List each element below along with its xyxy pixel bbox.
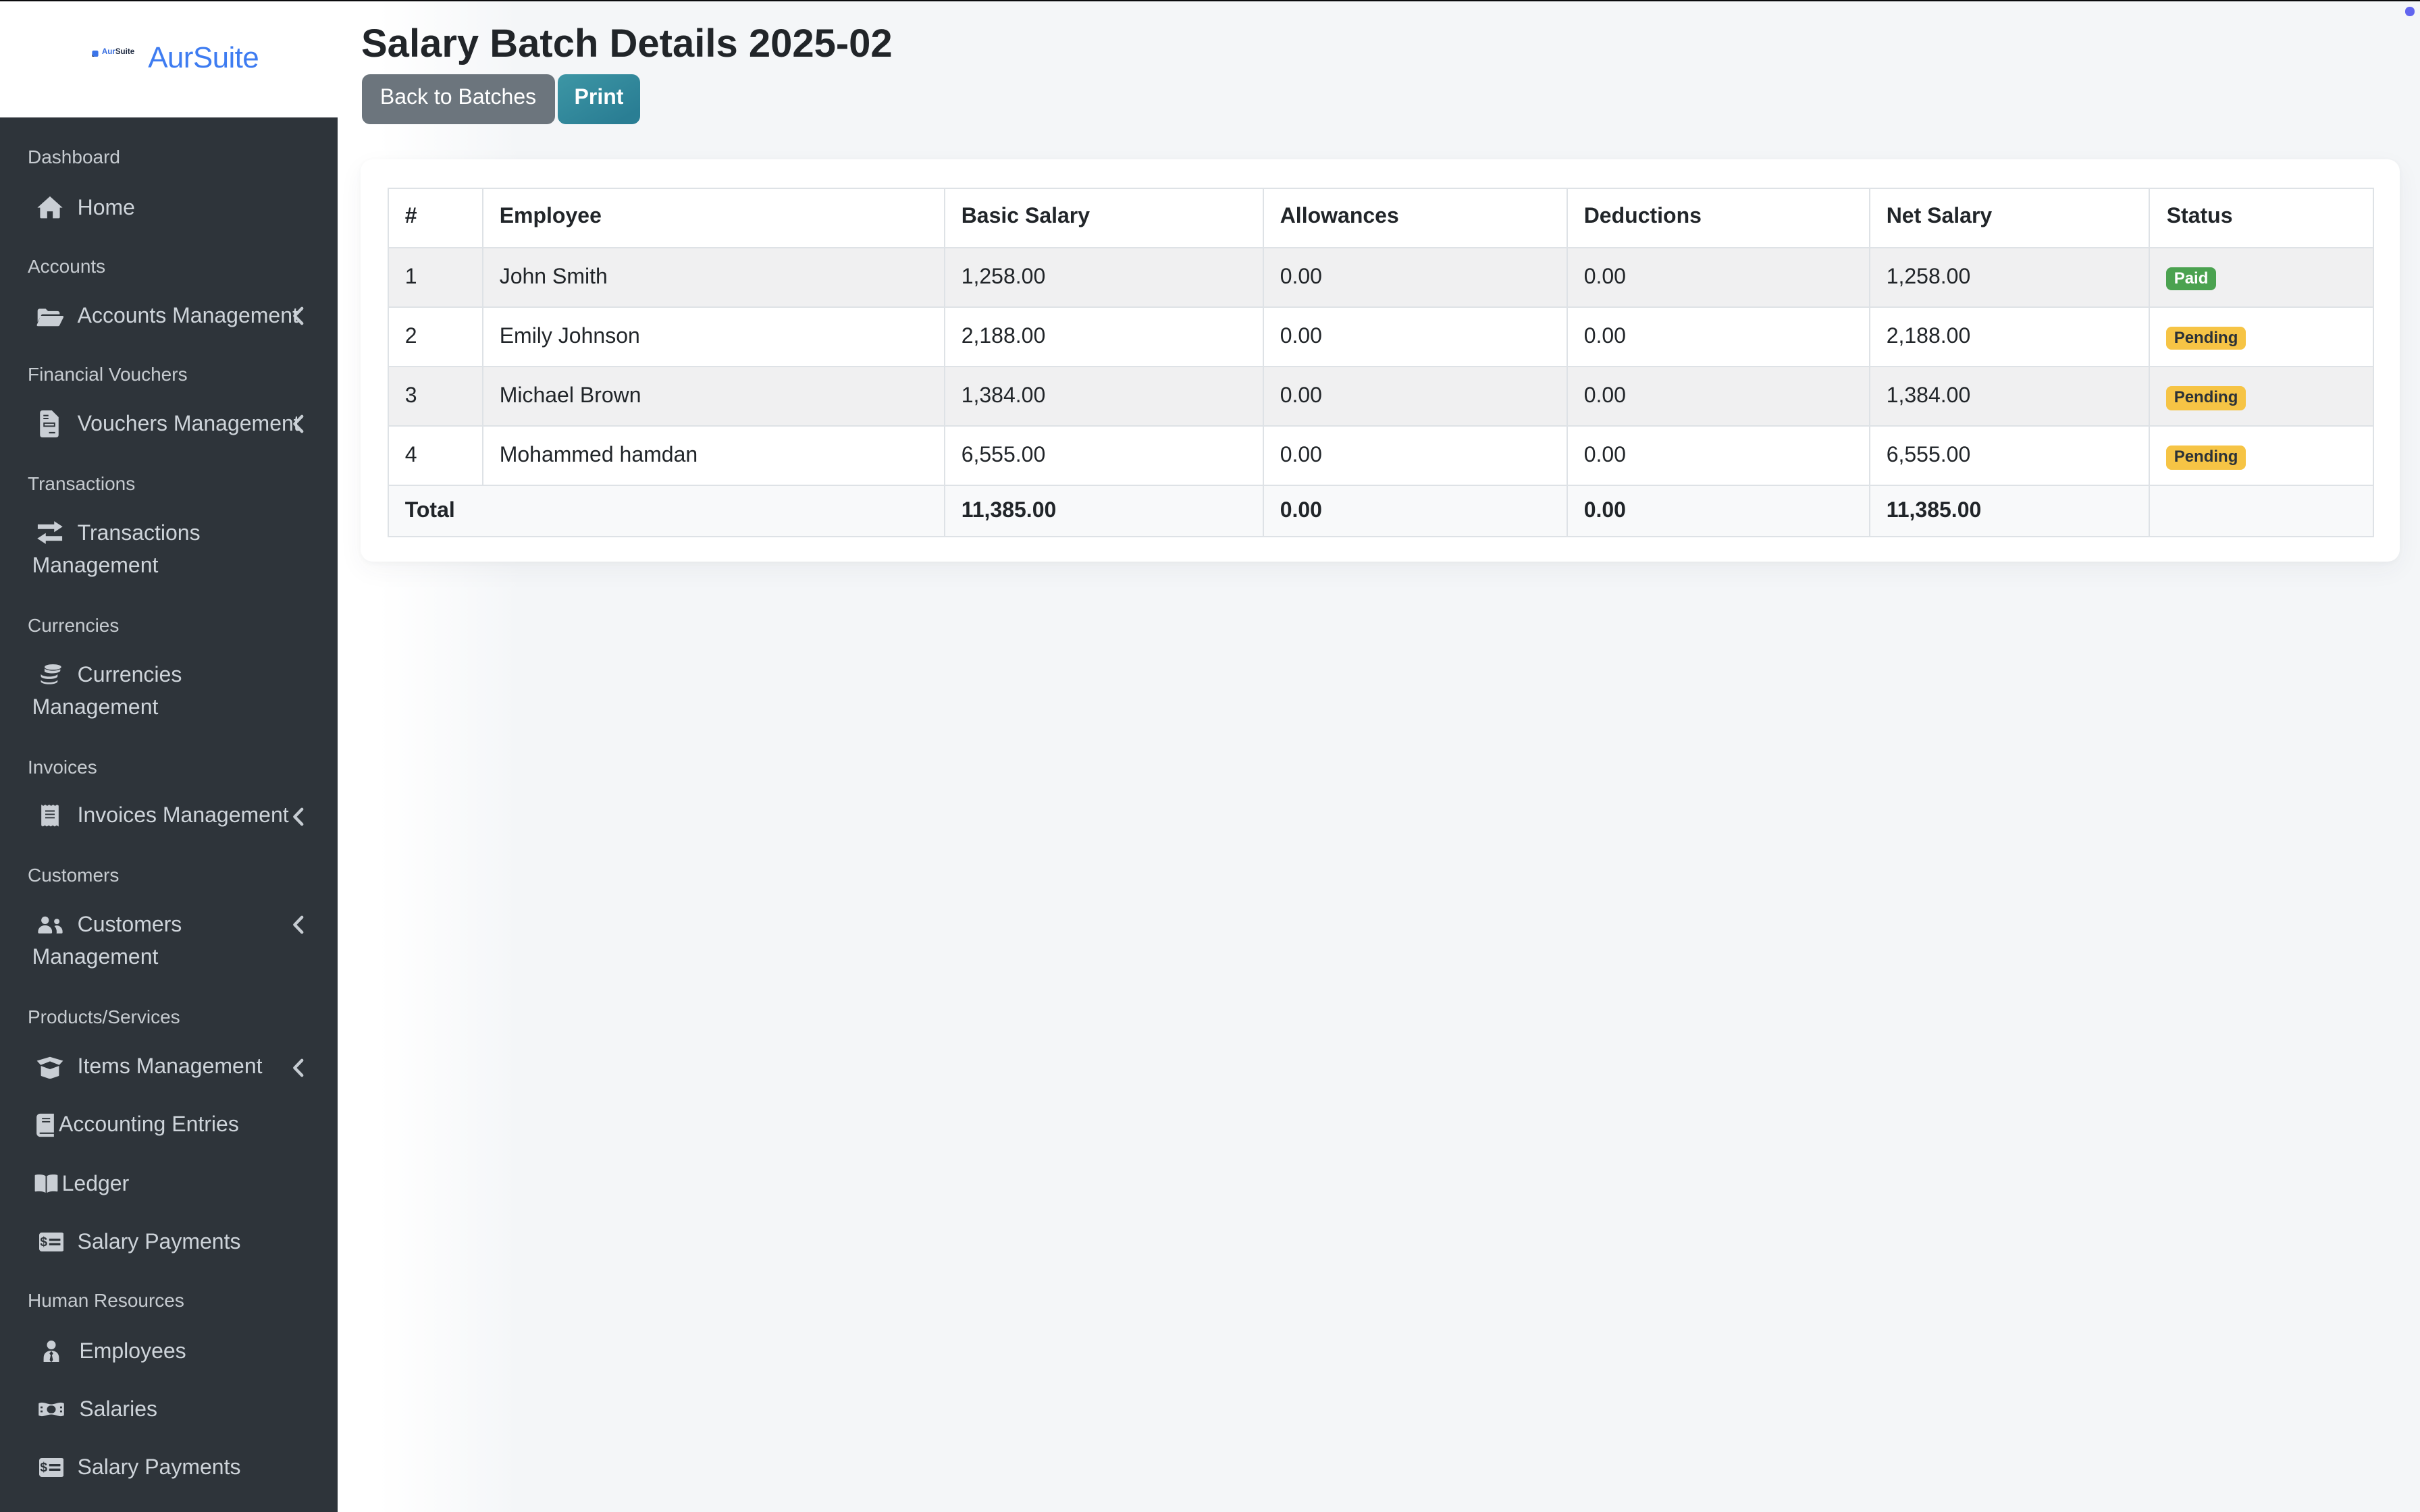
svg-text:$: $	[39, 1461, 47, 1475]
svg-text:$: $	[39, 1236, 47, 1250]
